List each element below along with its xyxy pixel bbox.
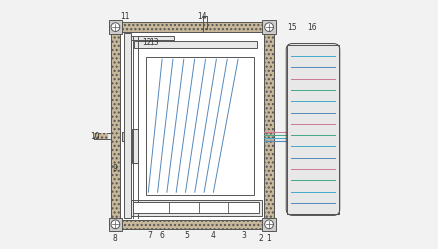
Bar — [146, 57, 254, 195]
Bar — [111, 22, 120, 229]
Bar — [262, 20, 276, 34]
Text: 10: 10 — [90, 132, 100, 141]
Bar — [120, 32, 264, 220]
Circle shape — [265, 220, 273, 229]
Bar — [134, 41, 257, 48]
Bar — [93, 133, 111, 139]
Text: 1: 1 — [266, 234, 271, 243]
Bar — [262, 218, 276, 231]
Bar — [122, 131, 124, 140]
Text: 5: 5 — [184, 231, 189, 240]
Text: 12: 12 — [142, 38, 152, 47]
Text: 9: 9 — [113, 164, 117, 173]
Text: 2: 2 — [258, 234, 263, 243]
Text: 3: 3 — [241, 231, 246, 240]
Bar — [89, 130, 93, 141]
Circle shape — [111, 23, 120, 31]
Bar — [124, 33, 131, 218]
Text: 15: 15 — [287, 23, 297, 32]
Text: 16: 16 — [307, 23, 317, 32]
Bar — [132, 128, 138, 163]
Bar — [264, 22, 274, 229]
Text: 4: 4 — [210, 231, 215, 240]
Bar — [95, 133, 108, 139]
Circle shape — [265, 23, 273, 31]
Circle shape — [111, 220, 120, 229]
Bar — [109, 218, 122, 231]
Text: 13: 13 — [149, 38, 159, 47]
Bar — [287, 45, 339, 214]
Bar — [111, 220, 274, 229]
Text: 14: 14 — [197, 12, 207, 21]
Text: 6: 6 — [159, 231, 164, 240]
Bar — [133, 202, 259, 213]
Bar — [131, 36, 174, 40]
Bar — [287, 45, 339, 214]
Text: 8: 8 — [113, 234, 117, 243]
Bar — [131, 200, 262, 216]
Text: 7: 7 — [147, 231, 152, 240]
Text: 11: 11 — [120, 12, 130, 21]
Bar — [109, 20, 122, 34]
Bar — [111, 22, 274, 32]
